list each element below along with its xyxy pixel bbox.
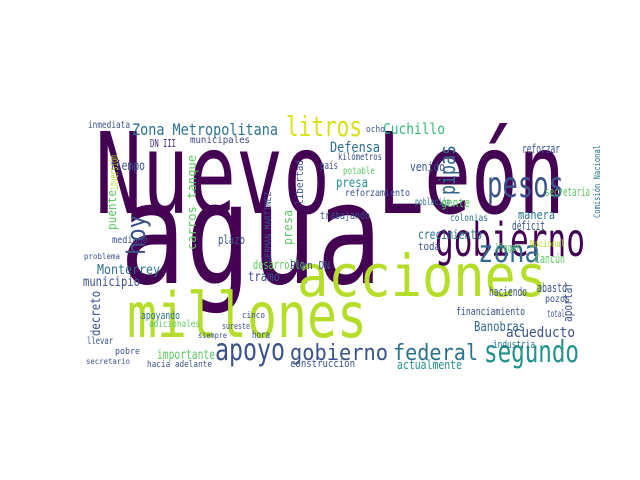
word: libertad [293,160,306,205]
word: Plan DN [290,259,330,272]
word: municipales [190,135,250,146]
word: segundo [484,335,579,370]
word: pipas [436,145,461,195]
word: acueducto [506,325,575,341]
word: kilómetros [338,151,382,163]
word: país [320,159,338,172]
word: industria [493,338,535,351]
word: apoyando [141,309,180,322]
word: litros [286,110,362,143]
word: haciendo [489,285,527,299]
word: tramo [248,270,280,285]
word: zona [478,235,540,270]
word: Defensa [330,140,380,156]
word: potable [343,166,375,177]
word: gente [441,196,470,210]
word: Banobras [474,320,525,335]
word: trabajando [320,209,370,222]
word: inversión [107,155,121,190]
word: crecimiento [418,228,482,243]
word: presa [336,176,368,191]
word: secretario [86,357,130,366]
word: desarrollo [253,258,305,272]
word: financiamiento [456,305,525,318]
word: federal [393,341,478,366]
word: adicionales [149,319,200,330]
word: agua [120,154,382,317]
word: secretaría [545,185,590,199]
word: GERMAN MARTINEZ [264,192,274,262]
word: construcción [290,357,355,370]
word: sureste [222,322,250,332]
word: toda [418,240,440,253]
word: hacia adelante [147,360,212,370]
word: hoy [122,215,152,255]
word: importante [157,348,215,363]
word: actualmente [397,358,462,372]
word: pozos [545,294,570,305]
word: gobierno [435,213,585,267]
word: presa [281,210,295,245]
word: gobierno [290,341,388,366]
word: aportar [561,282,575,322]
word: ocho [366,125,385,135]
word: Cuchillo [383,120,445,138]
word: puente [105,190,119,230]
word: carros tanque [185,155,199,250]
word: millones [127,279,367,352]
word: reforzamiento [345,188,410,199]
word: colonias [450,213,488,224]
word: Nacional [530,239,565,250]
word: municipio [83,275,140,290]
word: Monterrey [97,263,160,278]
word: decreto [89,291,104,336]
word: siempre [198,331,227,340]
word: mediano [112,235,148,246]
word: llevar [87,336,113,347]
word: plazo [218,233,245,247]
word: población [415,196,450,208]
word: total [547,309,565,320]
word: pobre [115,347,140,357]
word: hora [252,330,270,341]
word: problema [84,252,120,261]
word: abasto [537,281,567,295]
word: déficit [512,219,545,233]
word: acciones [297,242,547,310]
word: cinco [242,311,265,321]
word: Cancún [535,252,565,266]
word: inmediata [88,120,130,131]
word: tiempo [110,159,145,174]
word: reforzar [522,142,560,156]
word: Nuevo León [95,110,565,240]
word: Zona Metropolitana [132,120,278,139]
word: Comisión Nacional [592,145,603,218]
word: DN III [150,137,176,150]
word: llegar [495,241,520,254]
word: venido [410,160,445,174]
word: apoyo [215,333,285,368]
word: manera [518,208,555,222]
word: pesos [487,165,564,206]
